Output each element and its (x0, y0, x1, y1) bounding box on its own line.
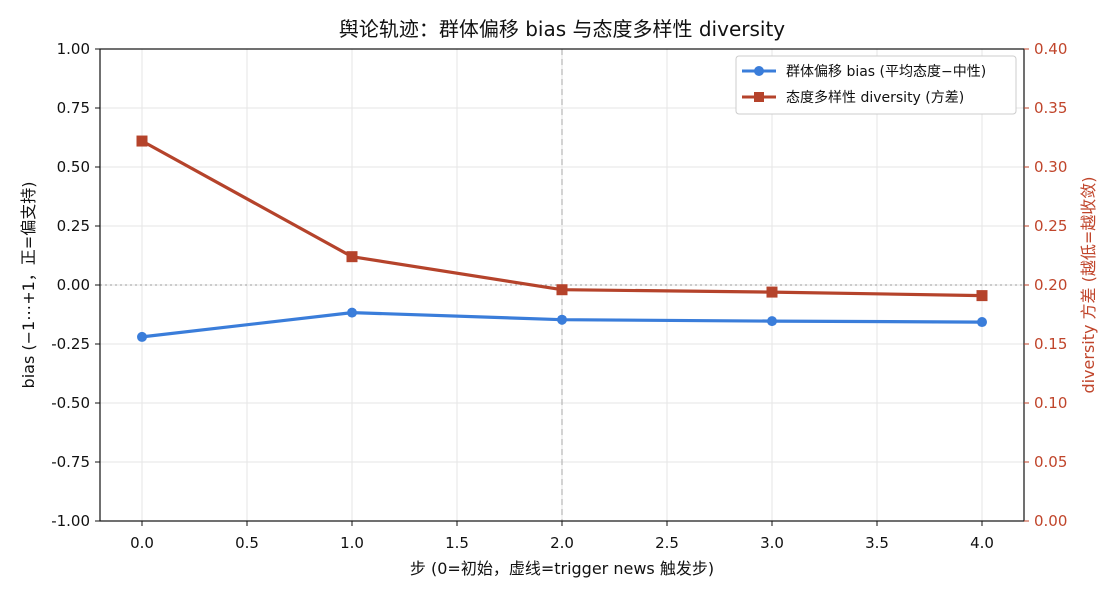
legend: 群体偏移 bias (平均态度−中性) 态度多样性 diversity (方差) (735, 55, 1017, 115)
x-tick-label: 1.5 (445, 534, 469, 552)
data-point-bias (977, 317, 987, 328)
y-right-tick-label: 0.10 (1034, 394, 1067, 412)
data-point-bias (347, 307, 357, 318)
x-tick-label: 0.5 (235, 534, 259, 552)
y-right-tick-label: 0.00 (1034, 512, 1067, 530)
y-left-tick-label: -0.50 (51, 394, 90, 412)
x-tick-label: 2.0 (550, 534, 574, 552)
y-left-tick-label: 1.00 (57, 40, 90, 58)
y-left-tick-label: 0.75 (57, 99, 90, 117)
series-layer (136, 135, 988, 342)
y-left-tick-label: 0.50 (57, 158, 90, 176)
legend-entry-diversity: 态度多样性 diversity (方差) (742, 89, 964, 106)
data-point-diversity (976, 290, 988, 302)
y-left-tick-label: -1.00 (51, 512, 90, 530)
x-tick-label: 1.0 (340, 534, 364, 552)
x-tick-label: 4.0 (970, 534, 994, 552)
legend-label-diversity: 态度多样性 diversity (方差) (786, 89, 964, 106)
data-point-diversity (136, 135, 148, 147)
x-axis-title: 步 (0=初始，虚线=trigger news 触发步) (410, 559, 714, 578)
x-tick-label: 0.0 (130, 534, 154, 552)
x-axis: 0.0 0.5 1.0 1.5 2.0 2.5 3.0 3.5 4.0 (130, 521, 994, 552)
data-point-bias (557, 314, 567, 325)
y-axis-right: 0.40 0.35 0.30 0.25 0.20 0.15 0.10 0.05 0.00 (1024, 40, 1067, 530)
y-axis-right-title: diversity 方差 (越低=越收敛) (1079, 176, 1098, 393)
data-point-diversity (556, 284, 568, 296)
y-right-tick-label: 0.40 (1034, 40, 1067, 58)
x-tick-label: 3.0 (760, 534, 784, 552)
legend-entry-bias: 群体偏移 bias (平均态度−中性) (742, 64, 986, 80)
legend-marker-diversity (754, 92, 764, 102)
y-right-tick-label: 0.35 (1034, 99, 1067, 117)
x-tick-label: 2.5 (655, 534, 679, 552)
data-point-bias (137, 331, 147, 342)
data-point-diversity (766, 286, 778, 298)
chart-title: 舆论轨迹：群体偏移 bias 与态度多样性 diversity (339, 17, 785, 41)
y-right-tick-label: 0.30 (1034, 158, 1067, 176)
y-right-tick-label: 0.20 (1034, 276, 1067, 294)
data-point-bias (767, 316, 777, 327)
y-right-tick-label: 0.25 (1034, 217, 1067, 235)
data-point-diversity (346, 251, 358, 263)
legend-label-bias: 群体偏移 bias (平均态度−中性) (786, 64, 986, 80)
legend-marker-bias (754, 66, 764, 76)
y-left-tick-label: 0.00 (57, 276, 90, 294)
y-left-tick-label: -0.75 (51, 453, 90, 471)
y-right-tick-label: 0.15 (1034, 335, 1067, 353)
x-tick-label: 3.5 (865, 534, 889, 552)
y-axis-left-title: bias (−1⋯+1，正=偏支持) (19, 182, 38, 389)
legend-box (735, 55, 1017, 115)
y-left-tick-label: -0.25 (51, 335, 90, 353)
y-right-tick-label: 0.05 (1034, 453, 1067, 471)
y-left-tick-label: 0.25 (57, 217, 90, 235)
y-axis-left: 1.00 0.75 0.50 0.25 0.00 -0.25 -0.50 -0.75 -1.00 (51, 40, 100, 530)
